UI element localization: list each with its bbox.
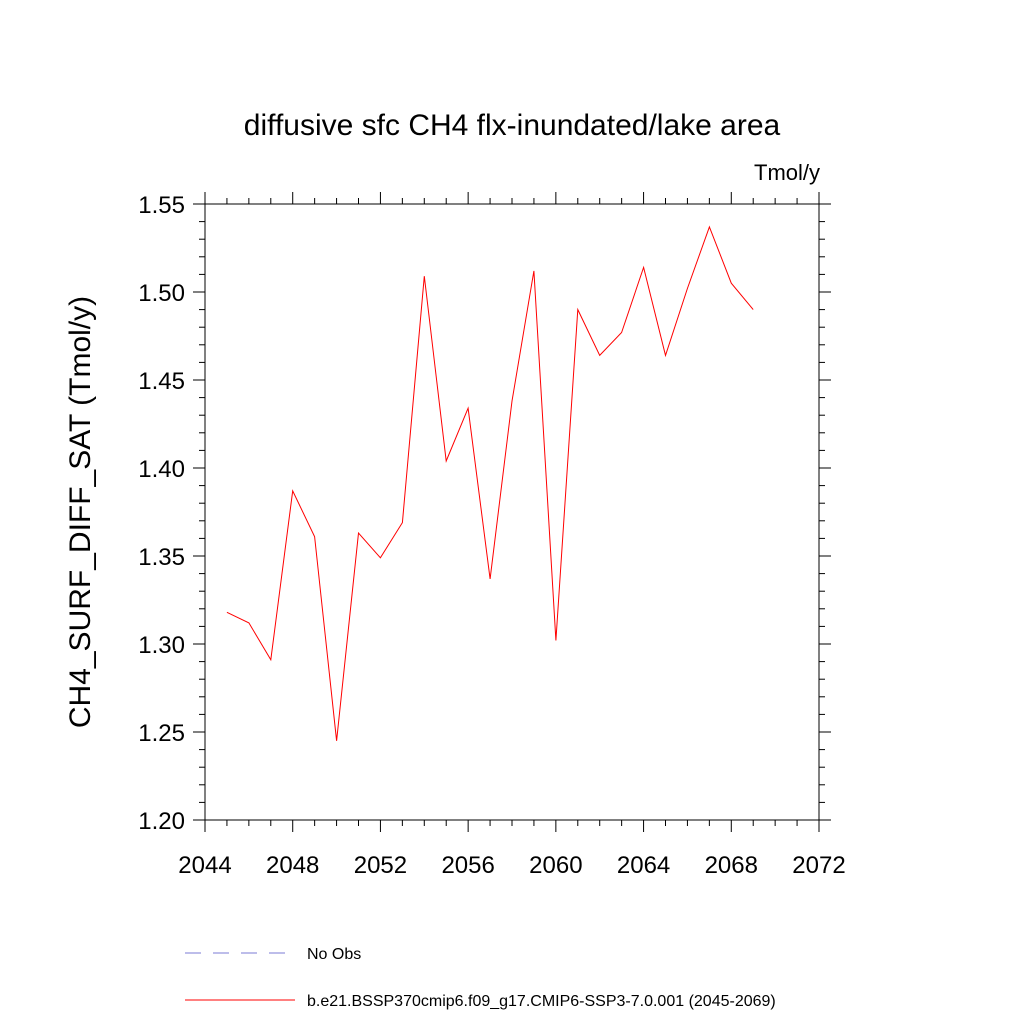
x-tick-label: 2072: [792, 852, 845, 879]
plot-frame: [204, 203, 820, 821]
y-tick-label: 1.55: [138, 192, 185, 219]
x-tick-label: 2052: [354, 852, 407, 879]
data-lines: [226, 225, 754, 741]
axis-tick-labels: 2044 2048 2052 2056 2060 2064 2068 2072 1.20 1.25…: [138, 192, 845, 879]
chart-title: diffusive sfc CH4 flx-inundated/lake are…: [244, 109, 781, 142]
y-tick-label: 1.45: [138, 368, 185, 395]
y-tick-label: 1.25: [138, 720, 185, 747]
legend: No Obs b.e21.BSSP370cmip6.f09_g17.CMIP6-S…: [185, 946, 776, 1010]
axis-ticks: [193, 192, 831, 832]
x-tick-label: 2044: [178, 852, 231, 879]
x-tick-label: 2060: [529, 852, 582, 879]
y-tick-label: 1.50: [138, 280, 185, 307]
y-tick-label: 1.40: [138, 456, 185, 483]
x-tick-label: 2048: [266, 852, 319, 879]
y-axis-label: CH4_SURF_DIFF_SAT (Tmol/y): [64, 296, 97, 728]
legend-label: b.e21.BSSP370cmip6.f09_g17.CMIP6-SSP3-7.…: [307, 993, 776, 1010]
series-line-0: [226, 225, 754, 741]
units-label: Tmol/y: [754, 160, 820, 185]
legend-label: No Obs: [307, 946, 361, 963]
x-tick-label: 2068: [705, 852, 758, 879]
y-tick-label: 1.30: [138, 632, 185, 659]
y-tick-label: 1.20: [138, 808, 185, 835]
x-tick-label: 2064: [617, 852, 670, 879]
y-tick-label: 1.35: [138, 544, 185, 571]
x-tick-label: 2056: [441, 852, 494, 879]
